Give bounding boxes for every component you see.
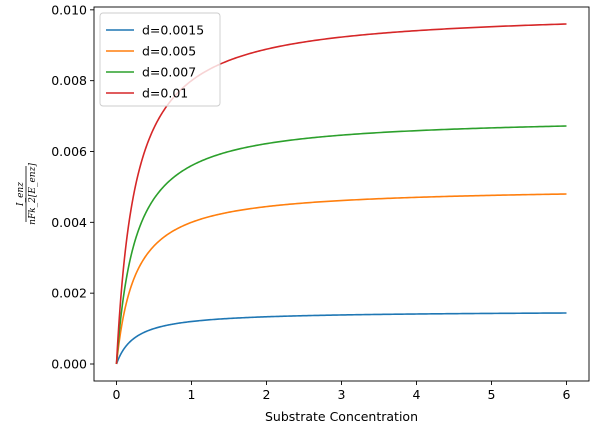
legend-entry-2: d=0.005 <box>142 44 196 59</box>
x-tick-label: 3 <box>338 387 346 402</box>
legend-entry-3: d=0.007 <box>142 65 196 80</box>
x-axis-ticks: 0 1 2 3 4 5 6 <box>113 381 571 402</box>
x-tick-label: 5 <box>488 387 496 402</box>
legend-entry-4: d=0.01 <box>142 86 188 101</box>
y-axis-label: I_enz nFk_2[E_enz] <box>16 163 38 225</box>
legend: d=0.0015 d=0.005 d=0.007 d=0.01 <box>99 12 221 107</box>
series-line-1 <box>115 312 567 365</box>
series-lines <box>115 23 567 365</box>
y-tick-label: 0.004 <box>51 215 87 230</box>
y-axis-label-numerator: I_enz <box>16 182 26 207</box>
x-tick-label: 0 <box>113 387 121 402</box>
series-line-4 <box>115 23 567 365</box>
x-tick-label: 6 <box>563 387 571 402</box>
y-axis-label-denominator: nFk_2[E_enz] <box>28 163 38 225</box>
x-tick-label: 4 <box>413 387 421 402</box>
series-line-2 <box>115 193 567 365</box>
x-tick-label: 2 <box>263 387 271 402</box>
y-tick-label: 0.008 <box>51 73 87 88</box>
y-axis-ticks: 0.000 0.002 0.004 0.006 0.008 0.010 <box>51 2 94 372</box>
series-line-3 <box>115 125 567 365</box>
x-tick-label: 1 <box>188 387 196 402</box>
y-tick-label: 0.006 <box>51 144 87 159</box>
y-tick-label: 0.002 <box>51 286 87 301</box>
y-tick-label: 0.000 <box>51 357 87 372</box>
y-tick-label: 0.010 <box>51 2 87 17</box>
legend-entry-1: d=0.0015 <box>142 23 204 38</box>
legend-frame <box>99 12 221 107</box>
x-axis-label: Substrate Concentration <box>265 409 418 424</box>
